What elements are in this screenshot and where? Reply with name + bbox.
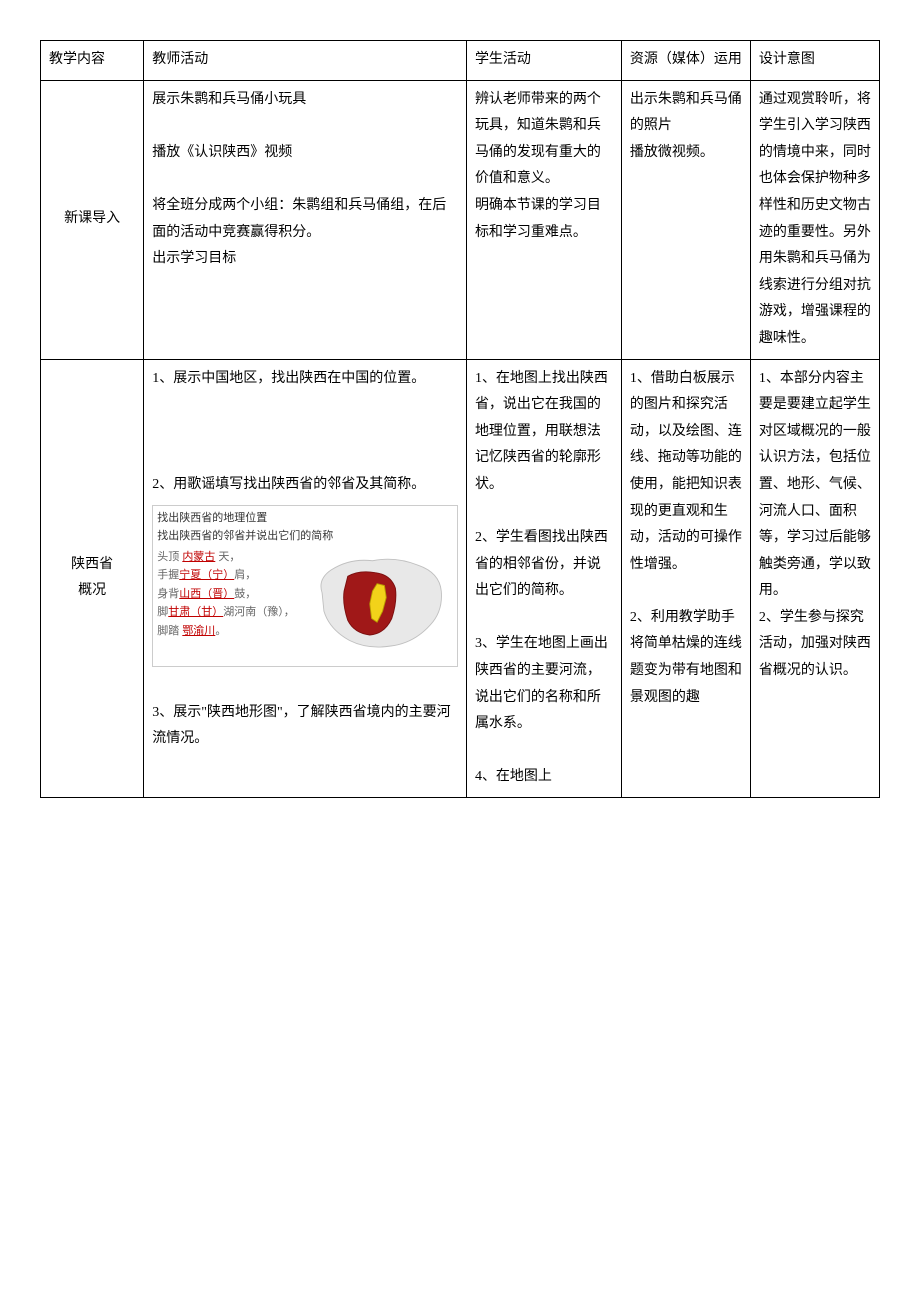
map-labels: 头顶 内蒙古 天，手握宁夏（宁）肩， 身背山西（晋）鼓，脚甘肃（甘）湖河南（豫），…	[157, 547, 295, 663]
map-label-line: 脚踏 鄂渝川。	[157, 623, 295, 640]
row1-c3: 辨认老师带来的两个玩具，知道朱鹮和兵马俑的发现有重大的价值和意义。明确本节课的学…	[466, 80, 621, 359]
map-line2: 找出陕西省的邻省并说出它们的简称	[157, 528, 453, 545]
row2-c3: 1、在地图上找出陕西省，说出它在我国的地理位置，用联想法记忆陕西省的轮廓形状。2…	[466, 359, 621, 798]
row1-c2: 展示朱鹮和兵马俑小玩具播放《认识陕西》视频将全班分成两个小组：朱鹮组和兵马俑组，…	[144, 80, 467, 359]
china-map-icon	[301, 547, 453, 663]
row1-c5: 通过观赏聆听，将学生引入学习陕西的情境中来，同时也体会保护物种多样性和历史文物古…	[750, 80, 879, 359]
row2-c5: 1、本部分内容主要是要建立起学生对区域概况的一般认识方法，包括位置、地形、气候、…	[750, 359, 879, 798]
header-c4: 资源（媒体）运用	[621, 41, 750, 81]
row1-c1: 新课导入	[41, 80, 144, 359]
row-overview: 陕西省概况 1、展示中国地区，找出陕西在中国的位置。 2、用歌谣填写找出陕西省的…	[41, 359, 880, 798]
header-c2: 教师活动	[144, 41, 467, 81]
row2-c2a: 1、展示中国地区，找出陕西在中国的位置。	[152, 366, 458, 393]
header-c3: 学生活动	[466, 41, 621, 81]
map-label-line: 手握宁夏（宁）肩，	[157, 567, 295, 584]
lesson-plan-table: 教学内容 教师活动 学生活动 资源（媒体）运用 设计意图 新课导入 展示朱鹮和兵…	[40, 40, 880, 798]
row-intro: 新课导入 展示朱鹮和兵马俑小玩具播放《认识陕西》视频将全班分成两个小组：朱鹮组和…	[41, 80, 880, 359]
row2-c1: 陕西省概况	[41, 359, 144, 798]
row2-c2: 1、展示中国地区，找出陕西在中国的位置。 2、用歌谣填写找出陕西省的邻省及其简称…	[144, 359, 467, 798]
header-c1: 教学内容	[41, 41, 144, 81]
map-line1: 找出陕西省的地理位置	[157, 510, 453, 527]
map-insert: 找出陕西省的地理位置 找出陕西省的邻省并说出它们的简称 头顶 内蒙古 天，手握宁…	[152, 505, 458, 668]
row2-c2b: 2、用歌谣填写找出陕西省的邻省及其简称。	[152, 472, 458, 499]
row2-c2c: 3、展示"陕西地形图"，了解陕西省境内的主要河流情况。	[152, 700, 458, 753]
map-label-line: 头顶 内蒙古 天，	[157, 549, 295, 566]
header-row: 教学内容 教师活动 学生活动 资源（媒体）运用 设计意图	[41, 41, 880, 81]
map-label-line: 身背山西（晋）鼓，	[157, 586, 295, 603]
header-c5: 设计意图	[750, 41, 879, 81]
row1-c4: 出示朱鹮和兵马俑的照片播放微视频。	[621, 80, 750, 359]
row2-c4: 1、借助白板展示的图片和探究活动，以及绘图、连线、拖动等功能的使用，能把知识表现…	[621, 359, 750, 798]
map-label-line: 脚甘肃（甘）湖河南（豫），	[157, 604, 295, 621]
